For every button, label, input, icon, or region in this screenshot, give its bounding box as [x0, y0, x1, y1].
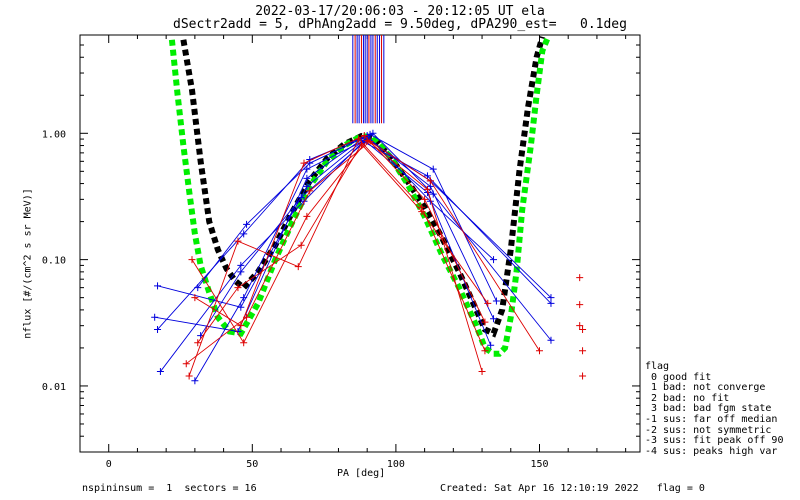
data-point — [303, 182, 311, 190]
data-point — [243, 220, 251, 228]
y-tick-label: 1.00 — [42, 129, 66, 140]
x-axis-label: PA [deg] — [337, 468, 386, 479]
data-point — [194, 284, 202, 292]
data-point — [423, 172, 431, 180]
chart-subtitle: dSectr2add = 5, dPhAng2add = 9.50deg, dP… — [173, 17, 627, 32]
legend-item: -1 sus: far off median — [645, 413, 778, 425]
data-point — [426, 177, 434, 185]
chart-title: 2022-03-17/20:06:03 - 20:12:05 UT ela — [255, 4, 545, 19]
data-point — [191, 377, 199, 385]
data-point — [240, 294, 248, 302]
x-tick-label: 0 — [106, 459, 112, 470]
data-point — [156, 368, 164, 376]
data-point — [237, 261, 245, 269]
x-tick-label: 150 — [530, 459, 548, 470]
data-point — [237, 322, 245, 330]
data-point — [535, 347, 543, 355]
data-point — [487, 341, 495, 349]
data-point — [429, 190, 437, 198]
data-point — [294, 263, 302, 271]
data-point — [303, 174, 311, 182]
data-point — [303, 212, 311, 220]
data-point — [297, 194, 305, 202]
data-point — [579, 372, 587, 380]
data-point — [191, 294, 199, 302]
data-point — [421, 195, 429, 203]
data-line — [157, 136, 494, 320]
data-point — [151, 313, 159, 321]
data-line — [197, 143, 489, 343]
legend-item: 2 bad: no fit — [645, 392, 730, 404]
data-line — [154, 134, 494, 332]
data-point — [490, 315, 498, 323]
flag-legend: flag 0 good fit 1 bad: not converge 2 ba… — [645, 361, 784, 457]
data-line — [188, 138, 486, 377]
data-point — [492, 297, 500, 305]
fit-curve — [168, 35, 551, 357]
data-line — [197, 132, 552, 341]
data-point — [237, 268, 245, 276]
legend-item: 3 bad: bad fgm state — [645, 403, 772, 415]
data-line — [191, 139, 483, 372]
data-point — [363, 136, 371, 144]
y-tick-label: 0.10 — [42, 256, 66, 267]
data-line — [160, 139, 492, 372]
data-line — [200, 141, 552, 336]
data-point — [185, 372, 193, 380]
data-point — [182, 360, 190, 368]
data-point — [154, 325, 162, 333]
data-point — [306, 187, 314, 195]
legend-item: -4 sus: peaks high var — [645, 445, 778, 457]
legend-item: 0 good fit — [645, 371, 712, 383]
data-line — [194, 138, 552, 381]
y-axis-label: nflux [#/(cm^2 s sr MeV)] — [22, 188, 34, 339]
legend-item: -3 sus: fit peak off 90 — [645, 435, 784, 447]
data-point — [366, 138, 374, 146]
data-point — [234, 284, 242, 292]
legend-item: -2 sus: not symmetric — [645, 424, 772, 436]
data-point — [369, 129, 377, 137]
data-point — [423, 185, 431, 193]
x-tick-label: 50 — [246, 459, 258, 470]
data-point — [481, 318, 489, 326]
data-point — [188, 256, 196, 264]
data-point — [240, 230, 248, 238]
data-point — [478, 368, 486, 376]
data-point — [576, 322, 584, 330]
data-point — [579, 325, 587, 333]
data-point — [360, 132, 368, 140]
data-point — [357, 140, 365, 148]
data-point — [194, 339, 202, 347]
data-point — [576, 274, 584, 282]
data-point — [154, 282, 162, 290]
legend-title: flag — [645, 361, 670, 372]
data-point — [490, 256, 498, 264]
data-point — [547, 299, 555, 307]
data-point — [576, 301, 584, 309]
footer-right: Created: Sat Apr 16 12:10:19 2022 flag =… — [440, 483, 705, 494]
data-line — [194, 134, 486, 327]
data-point — [240, 339, 248, 347]
y-tick-label: 0.01 — [42, 382, 66, 393]
data-point — [300, 197, 308, 205]
data-point — [481, 347, 489, 355]
data-point — [234, 237, 242, 245]
x-tick-label: 100 — [387, 459, 405, 470]
legend-item: 1 bad: not converge — [645, 382, 766, 394]
data-point — [429, 165, 437, 173]
data-point — [297, 241, 305, 249]
plot-frame — [79, 34, 641, 453]
data-point — [300, 159, 308, 167]
data-point — [243, 313, 251, 321]
data-point — [484, 299, 492, 307]
footer-left: nspininsum = 1 sectors = 16 — [82, 483, 257, 494]
data-point — [303, 165, 311, 173]
data-point — [579, 347, 587, 355]
data-point — [547, 336, 555, 344]
data-line — [185, 141, 540, 365]
data-point — [418, 208, 426, 216]
